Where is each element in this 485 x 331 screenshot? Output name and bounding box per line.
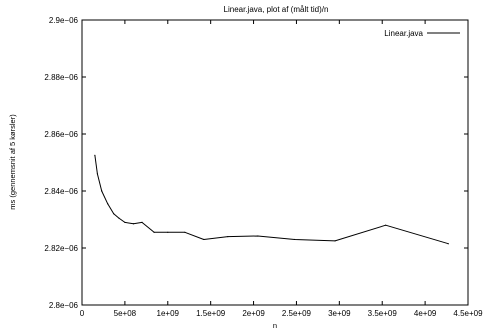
y-tick-label: 2.9e−06 (49, 16, 79, 25)
data-point (132, 223, 135, 225)
data-point (153, 231, 155, 233)
x-tick-label: 1e+09 (157, 309, 180, 318)
series-layer (94, 154, 449, 245)
data-point (124, 221, 126, 223)
series-line (94, 155, 449, 245)
y-tick-label: 2.88e−06 (44, 73, 78, 82)
data-point (113, 213, 115, 215)
plot-frame (81, 19, 469, 306)
data-point (334, 240, 336, 242)
y-tick-label: 2.84e−06 (44, 187, 78, 196)
data-point (294, 238, 296, 241)
chart-title: Linear.java, plot af (målt tid)/n (224, 5, 329, 14)
x-tick-label: 2.5e+09 (282, 309, 312, 318)
data-point (203, 238, 205, 241)
x-tick-label: 0 (80, 309, 85, 318)
data-point (167, 231, 169, 233)
data-point (447, 243, 449, 245)
data-point (184, 231, 186, 233)
legend: Linear.java (384, 29, 460, 38)
x-axis-title: n (273, 321, 277, 330)
data-point (141, 221, 143, 223)
x-tick-label: 5e+08 (114, 309, 137, 318)
x-axis: 0 5e+08 1e+09 1.5e+09 2e+09 2.5e+09 3e+09 3.5e+… (80, 20, 483, 318)
x-tick-label: 1.5e+09 (196, 309, 226, 318)
data-point (257, 235, 259, 237)
y-tick-label: 2.82e−06 (44, 244, 78, 253)
y-tick-label: 2.8e−06 (49, 301, 79, 310)
x-tick-label: 2e+09 (242, 309, 265, 318)
data-point (101, 190, 103, 192)
data-point (385, 224, 387, 226)
x-tick-label: 4.5e+09 (453, 309, 483, 318)
y-axis-title: ms (gennemsnit af 5 kørsler) (8, 114, 17, 210)
x-tick-label: 3.5e+09 (368, 309, 398, 318)
data-point (94, 154, 96, 156)
data-point (118, 217, 120, 219)
data-point (96, 173, 99, 175)
legend-label: Linear.java (384, 29, 423, 38)
data-point (227, 236, 229, 238)
data-point (107, 203, 109, 205)
x-tick-label: 4e+09 (414, 309, 437, 318)
y-axis: 2.8e−06 2.82e−06 2.84e−06 2.86e−06 2.88e−06 2… (44, 16, 468, 310)
x-tick-label: 3e+09 (328, 309, 351, 318)
y-tick-label: 2.86e−06 (44, 130, 78, 139)
